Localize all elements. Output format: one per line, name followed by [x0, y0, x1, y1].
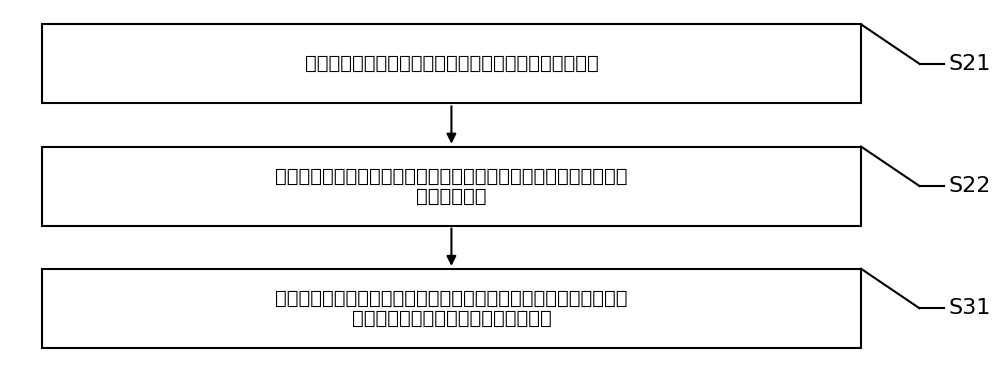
FancyBboxPatch shape [42, 269, 861, 348]
FancyBboxPatch shape [42, 24, 861, 103]
Text: S21: S21 [949, 54, 991, 74]
Text: 在过渡帧的显示时间内显示所述过渡帧的显示数据，所述过渡帧的显: 在过渡帧的显示时间内显示所述过渡帧的显示数据，所述过渡帧的显 [275, 289, 628, 308]
Text: 过渡显示时间: 过渡显示时间 [416, 187, 487, 205]
Text: 示数据在所述下一帧的显示数据前显示: 示数据在所述下一帧的显示数据前显示 [352, 309, 551, 328]
Text: S22: S22 [949, 176, 991, 196]
FancyBboxPatch shape [42, 147, 861, 226]
Text: S31: S31 [949, 298, 991, 318]
Text: 采集当前帧和下一帧的帧间隔时间，设置帧间隔时间阈值: 采集当前帧和下一帧的帧间隔时间，设置帧间隔时间阈值 [305, 54, 598, 73]
Text: 根据所述帧间隔时间和帧间隔时间阈值设置所述过渡帧的显示数据的: 根据所述帧间隔时间和帧间隔时间阈值设置所述过渡帧的显示数据的 [275, 167, 628, 186]
